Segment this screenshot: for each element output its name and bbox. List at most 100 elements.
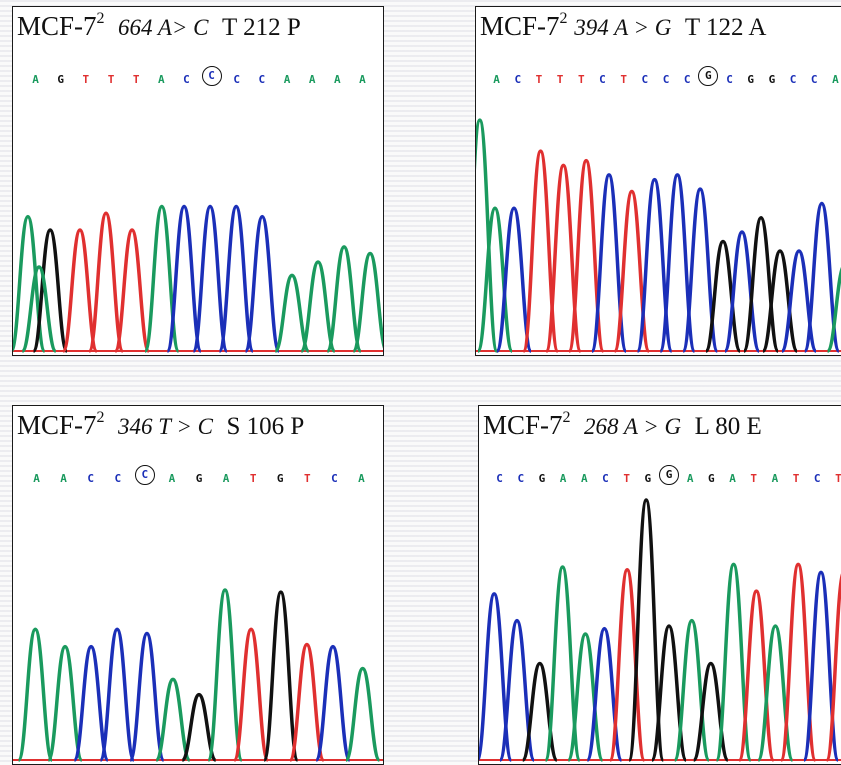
base-call: T bbox=[107, 73, 115, 86]
base-call: T bbox=[577, 73, 585, 86]
peak-A bbox=[46, 644, 84, 762]
base-call: A bbox=[168, 472, 176, 485]
peak-A bbox=[325, 245, 363, 353]
peak-G bbox=[704, 239, 742, 353]
base-call: T bbox=[750, 472, 758, 485]
base-call: C bbox=[183, 73, 190, 86]
peak-T bbox=[232, 627, 270, 762]
base-call: C bbox=[258, 73, 266, 86]
base-call: C bbox=[789, 73, 797, 86]
base-call: C bbox=[683, 73, 691, 86]
amino-acid-change: T 212 P bbox=[222, 14, 301, 41]
cell-line: MCF-7 bbox=[483, 410, 563, 440]
panel-title: MCF-72 664 A> C T 212 P bbox=[17, 11, 301, 41]
base-call: T bbox=[556, 73, 564, 86]
base-call: A bbox=[729, 472, 736, 485]
base-call: C bbox=[662, 73, 670, 86]
peak-C bbox=[803, 201, 841, 353]
base-call: C bbox=[496, 472, 503, 485]
cell-line-superscript: 2 bbox=[562, 409, 571, 426]
base-call: C bbox=[602, 472, 609, 485]
base-call: C bbox=[87, 472, 94, 485]
peak-C bbox=[72, 644, 110, 762]
peak-A bbox=[351, 251, 383, 353]
chromatogram-trace bbox=[13, 204, 383, 353]
base-call: A bbox=[33, 472, 40, 485]
base-call: A bbox=[559, 472, 567, 485]
peak-A bbox=[273, 273, 311, 353]
peak-T bbox=[288, 642, 326, 762]
peak-C bbox=[723, 230, 761, 353]
mutation-label: 394 A > G bbox=[574, 15, 672, 40]
peak-A bbox=[299, 260, 337, 353]
peak-C bbox=[495, 206, 533, 353]
peak-T bbox=[737, 589, 776, 762]
chromatogram-trace bbox=[479, 498, 841, 762]
base-call: T bbox=[832, 472, 841, 485]
peak-A bbox=[20, 265, 58, 353]
cell-line: MCF-7 bbox=[17, 410, 97, 440]
base-call: A bbox=[358, 472, 365, 485]
chromatogram-trace bbox=[13, 588, 383, 762]
peak-A bbox=[566, 632, 605, 762]
base-call: A bbox=[771, 472, 779, 485]
peak-A bbox=[16, 627, 54, 762]
peak-C bbox=[98, 627, 136, 762]
base-call: A bbox=[222, 472, 230, 485]
peak-G bbox=[31, 228, 69, 353]
peak-C bbox=[191, 204, 229, 353]
peak-C bbox=[243, 214, 281, 353]
peak-T bbox=[87, 211, 125, 353]
base-call: C bbox=[726, 73, 733, 86]
base-call: C bbox=[514, 73, 522, 86]
base-call: G bbox=[276, 472, 284, 485]
mutated-base-circled: C bbox=[134, 465, 155, 485]
mutated-base-circled: G bbox=[659, 465, 679, 485]
peak-C bbox=[217, 204, 255, 353]
base-call: A bbox=[157, 73, 165, 86]
peak-G bbox=[742, 215, 780, 353]
peak-A bbox=[344, 666, 382, 762]
peak-A bbox=[476, 118, 499, 353]
peak-C bbox=[128, 631, 166, 762]
base-call: A bbox=[32, 73, 39, 86]
base-call: A bbox=[283, 73, 291, 86]
cell-line: MCF-7 bbox=[480, 11, 560, 41]
peak-A bbox=[476, 206, 514, 353]
cell-line: MCF-7 bbox=[17, 11, 97, 41]
base-call: T bbox=[249, 472, 257, 485]
base-call: G bbox=[768, 73, 776, 86]
base-call: T bbox=[82, 73, 90, 86]
base-call: G bbox=[644, 472, 652, 485]
base-call: G bbox=[747, 73, 755, 86]
base-call: G bbox=[57, 73, 65, 86]
base-call: A bbox=[60, 472, 67, 485]
base-call: T bbox=[303, 472, 311, 485]
base-call: C bbox=[331, 472, 338, 485]
amino-acid-change: S 106 P bbox=[226, 413, 305, 440]
peak-A bbox=[673, 618, 711, 762]
panel-title: MCF-72 268 A > G L 80 E bbox=[483, 409, 762, 440]
cell-line-superscript: 2 bbox=[559, 10, 568, 27]
peak-T bbox=[61, 228, 99, 353]
base-call: A bbox=[832, 73, 839, 86]
base-call: C bbox=[517, 472, 525, 485]
base-call: C bbox=[641, 73, 649, 86]
base-call: G bbox=[708, 472, 715, 485]
peak-A bbox=[154, 677, 192, 762]
mutation-label: 268 A > G bbox=[584, 414, 682, 439]
cell-line-superscript: 2 bbox=[96, 409, 105, 426]
base-call: G bbox=[195, 472, 203, 485]
base-call: C bbox=[233, 73, 241, 86]
mutation-label: 664 A> C bbox=[118, 15, 209, 40]
base-call: G bbox=[538, 472, 546, 485]
peak-T bbox=[113, 228, 151, 353]
base-call: A bbox=[333, 73, 341, 86]
peak-C bbox=[165, 204, 203, 353]
base-call: A bbox=[493, 73, 500, 86]
mutation-label: 346 T > C bbox=[118, 414, 214, 439]
base-call: A bbox=[686, 472, 694, 485]
